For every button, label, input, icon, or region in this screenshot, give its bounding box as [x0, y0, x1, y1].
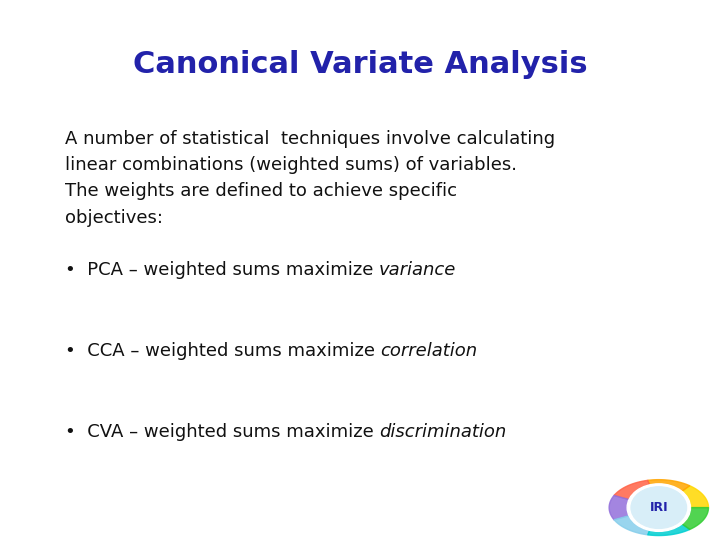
- Text: correlation: correlation: [381, 342, 477, 360]
- Circle shape: [627, 484, 690, 531]
- Polygon shape: [678, 508, 708, 529]
- Polygon shape: [614, 481, 652, 500]
- Text: variance: variance: [379, 261, 456, 279]
- Polygon shape: [614, 515, 652, 535]
- Text: discrimination: discrimination: [379, 423, 507, 441]
- Polygon shape: [678, 486, 708, 508]
- Text: A number of statistical  techniques involve calculating
linear combinations (wei: A number of statistical techniques invol…: [65, 130, 555, 227]
- Text: •  CCA – weighted sums maximize: • CCA – weighted sums maximize: [65, 342, 381, 360]
- Text: IRI: IRI: [649, 501, 668, 514]
- Text: •  CVA – weighted sums maximize: • CVA – weighted sums maximize: [65, 423, 379, 441]
- Polygon shape: [609, 496, 630, 519]
- Polygon shape: [648, 522, 690, 536]
- Polygon shape: [648, 480, 690, 494]
- Circle shape: [631, 487, 687, 529]
- Text: Canonical Variate Analysis: Canonical Variate Analysis: [132, 50, 588, 79]
- Text: •  PCA – weighted sums maximize: • PCA – weighted sums maximize: [65, 261, 379, 279]
